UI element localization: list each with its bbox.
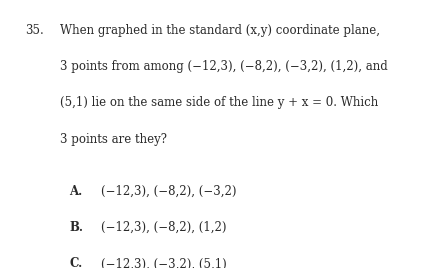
Text: A.: A. [69,185,83,198]
Text: 3 points are they?: 3 points are they? [60,133,168,146]
Text: (−12,3), (−8,2), (−3,2): (−12,3), (−8,2), (−3,2) [101,185,236,198]
Text: 35.: 35. [25,24,43,37]
Text: C.: C. [69,257,83,268]
Text: (−12,3), (−3,2), (5,1): (−12,3), (−3,2), (5,1) [101,257,227,268]
Text: (5,1) lie on the same side of the line y + x = 0. Which: (5,1) lie on the same side of the line y… [60,96,379,110]
Text: (−12,3), (−8,2), (1,2): (−12,3), (−8,2), (1,2) [101,221,226,234]
Text: When graphed in the standard (x,y) coordinate plane,: When graphed in the standard (x,y) coord… [60,24,380,37]
Text: 3 points from among (−12,3), (−8,2), (−3,2), (1,2), and: 3 points from among (−12,3), (−8,2), (−3… [60,60,388,73]
Text: B.: B. [69,221,83,234]
